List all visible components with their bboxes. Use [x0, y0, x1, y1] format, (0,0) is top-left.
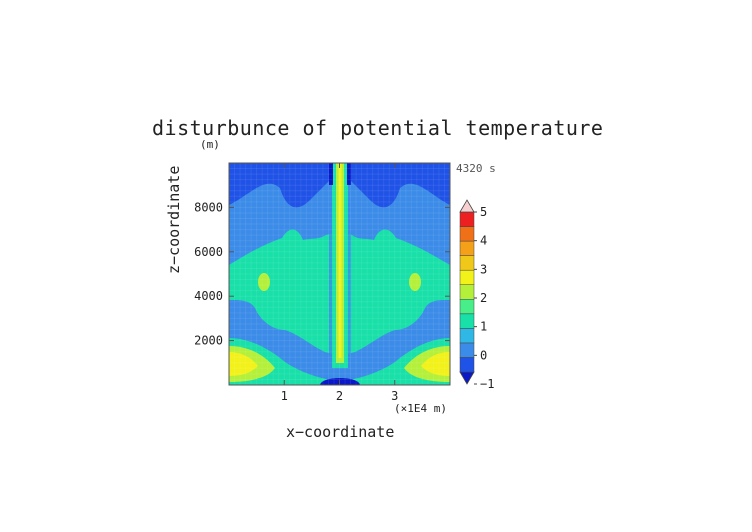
colorbar-segment	[459, 328, 475, 344]
x-axis-label: x−coordinate	[286, 423, 395, 441]
colorbar-segment	[459, 313, 475, 329]
axes: 1 2 3 2000 4000 6000 8000	[194, 163, 450, 403]
colorbar-label: 3	[480, 262, 487, 276]
colorbar-label: 1	[480, 320, 487, 334]
plume-top-right	[347, 163, 351, 185]
grid-texture	[229, 163, 450, 385]
y-unit-label: (m)	[200, 138, 220, 151]
surface-core-right	[421, 352, 450, 376]
colorbar-segment	[459, 240, 475, 256]
y-tick-label: 4000	[194, 289, 223, 303]
surface-core-left	[229, 352, 258, 376]
colorbar-segment	[459, 255, 475, 271]
colorbar-segment	[459, 357, 475, 373]
x-tick-label: 3	[391, 389, 398, 403]
y-tick-label: 2000	[194, 334, 223, 348]
colorbar-segment	[459, 226, 475, 242]
colorbar-segment	[459, 211, 475, 227]
warm-blob-left	[258, 273, 270, 291]
x-tick-label: 2	[336, 389, 343, 403]
surface-warm-band	[229, 338, 450, 385]
colorbar-label: 0	[480, 348, 487, 362]
colorbar-segment	[459, 299, 475, 315]
heatmap-field	[229, 163, 450, 385]
time-label: 4320 s	[456, 162, 496, 175]
plume-top-left	[329, 163, 333, 185]
colorbar-max-triangle	[459, 199, 475, 213]
cool-upper-layer	[229, 163, 450, 208]
colorbar-label: 4	[480, 234, 487, 248]
colorbar-segment	[459, 269, 475, 285]
colorbar-label: 2	[480, 291, 487, 305]
y-tick-label: 6000	[194, 245, 223, 259]
plume-edge-right	[348, 200, 351, 360]
x-tick-label: 1	[281, 389, 288, 403]
warm-blob-right	[409, 273, 421, 291]
x-unit-label: (×1E4 m)	[394, 402, 447, 415]
colorbar-label: −1	[480, 377, 494, 391]
y-tick-label: 8000	[194, 200, 223, 214]
plume-edge-left	[329, 200, 332, 360]
colorbar-segment	[459, 284, 475, 300]
colorbar-label: 5	[480, 205, 487, 219]
plume-core	[338, 163, 342, 358]
chart-title: disturbunce of potential temperature	[152, 116, 604, 140]
colorbar: −1 0 1 2 3 4 5	[459, 199, 494, 391]
colorbar-min-triangle	[459, 371, 475, 385]
colorbar-segment	[459, 342, 475, 358]
